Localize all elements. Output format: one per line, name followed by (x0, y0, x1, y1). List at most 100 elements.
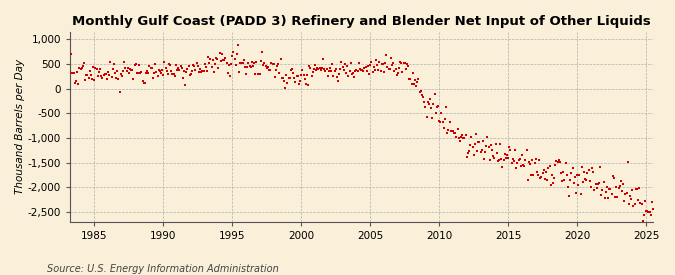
Point (493, 158, 504, 162)
Point (527, 158, 538, 163)
Point (227, 54, 238, 59)
Point (186, 69, 197, 74)
Point (251, 60, 262, 64)
Point (202, 69, 213, 73)
Point (70, 78, 81, 83)
Point (256, 50, 267, 54)
Point (279, 86, 290, 90)
Point (500, 156, 511, 160)
Point (427, 116, 437, 120)
Point (241, 72, 252, 76)
Point (101, 77, 112, 81)
Point (317, 66, 327, 70)
Point (549, 176, 560, 180)
Point (523, 160, 534, 164)
Point (295, 79, 306, 84)
Point (487, 148, 497, 153)
Point (245, 64, 256, 69)
Point (250, 72, 261, 76)
Point (565, 177, 576, 182)
Point (281, 73, 292, 77)
Point (550, 163, 561, 167)
Point (140, 71, 151, 75)
Point (588, 169, 599, 174)
Point (456, 134, 466, 139)
Point (632, 187, 643, 191)
Point (519, 164, 530, 168)
Point (348, 71, 358, 75)
Point (276, 76, 287, 81)
Point (190, 68, 201, 72)
Point (105, 60, 116, 65)
Point (611, 185, 622, 190)
Point (574, 173, 585, 178)
Point (236, 60, 247, 65)
Point (473, 139, 484, 144)
Point (86, 73, 97, 77)
Point (90, 66, 101, 70)
Point (315, 65, 325, 70)
Point (511, 166, 522, 170)
Point (604, 186, 615, 191)
Point (593, 182, 603, 187)
Point (230, 63, 241, 67)
Point (300, 82, 311, 86)
Point (435, 119, 446, 124)
Point (506, 161, 517, 165)
Point (330, 67, 341, 72)
Point (626, 197, 637, 202)
Point (346, 72, 357, 76)
Point (585, 178, 595, 183)
Point (178, 76, 188, 80)
Point (504, 144, 515, 149)
Point (452, 127, 463, 131)
Point (83, 76, 94, 80)
Point (479, 157, 489, 161)
Point (567, 166, 578, 170)
Point (531, 170, 542, 175)
Point (115, 72, 126, 76)
Point (223, 63, 234, 67)
Point (481, 144, 491, 148)
Point (428, 102, 439, 106)
Point (137, 79, 148, 83)
Point (307, 70, 318, 75)
Point (547, 172, 558, 177)
Point (642, 208, 653, 213)
Point (143, 71, 154, 75)
Point (643, 210, 654, 214)
Point (620, 192, 631, 196)
Point (618, 182, 628, 186)
Point (433, 104, 443, 108)
Point (514, 156, 525, 161)
Point (320, 69, 331, 73)
Point (516, 163, 526, 168)
Point (598, 180, 609, 184)
Point (441, 105, 452, 109)
Point (263, 65, 273, 70)
Point (562, 173, 572, 177)
Point (372, 63, 383, 68)
Point (601, 185, 612, 189)
Point (413, 77, 424, 81)
Point (267, 62, 278, 67)
Point (346, 61, 356, 65)
Point (127, 68, 138, 72)
Point (493, 158, 504, 163)
Point (444, 120, 455, 125)
Point (483, 145, 494, 149)
Point (628, 204, 639, 209)
Point (394, 66, 404, 71)
Point (230, 57, 240, 61)
Point (566, 171, 576, 175)
Point (612, 195, 623, 199)
Point (418, 95, 429, 100)
Point (610, 195, 620, 199)
Point (189, 64, 200, 68)
Point (388, 60, 399, 65)
Point (570, 191, 581, 196)
Point (552, 160, 563, 164)
Point (109, 71, 120, 75)
Point (359, 66, 370, 70)
Point (495, 142, 506, 146)
